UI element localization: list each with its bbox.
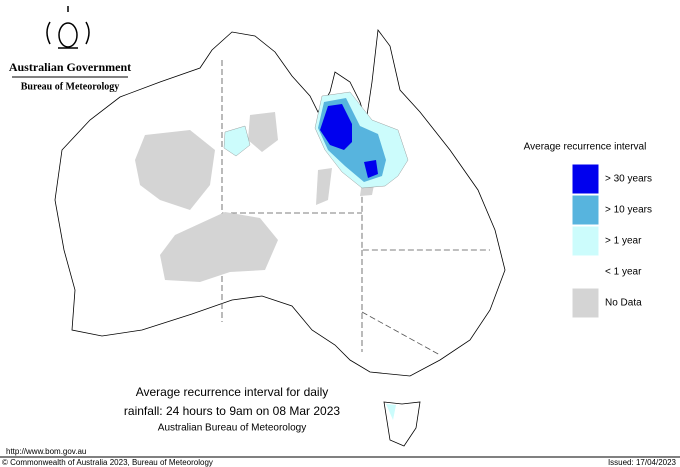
footer-issued: Issued: 17/04/2023 — [608, 458, 677, 467]
legend-label: > 30 years — [605, 174, 652, 185]
legend-swatch — [571, 256, 600, 288]
footer-copyright: © Commonwealth of Australia 2023, Bureau… — [2, 458, 213, 467]
legend: > 30 years > 10 years > 1 year < 1 year No D… — [571, 163, 652, 319]
legend-title: Average recurrence interval — [524, 142, 647, 153]
caption-line: Australian Bureau of Meteorology — [158, 423, 306, 434]
legend-swatch — [571, 225, 600, 257]
legend-label: > 1 year — [605, 236, 642, 247]
tasmania-shade — [386, 404, 396, 420]
legend-swatch — [571, 194, 600, 226]
legend-swatch — [571, 287, 600, 319]
legend-label: No Data — [605, 298, 642, 309]
agency: Bureau of Meteorology — [21, 81, 120, 92]
no-data-areas — [135, 112, 375, 282]
coat-of-arms — [46, 6, 90, 49]
footer-url: http://www.bom.gov.au — [6, 447, 86, 456]
caption-line: Average recurrence interval for daily — [136, 385, 329, 399]
caption-line: rainfall: 24 hours to 9am on 08 Mar 2023 — [124, 404, 340, 418]
legend-label: > 10 years — [605, 205, 652, 216]
legend-swatch — [571, 163, 600, 195]
australia-outline — [54, 28, 506, 377]
legend-label: < 1 year — [605, 267, 642, 278]
government: Australian Government — [9, 60, 131, 74]
over-30-years-area — [320, 104, 378, 178]
